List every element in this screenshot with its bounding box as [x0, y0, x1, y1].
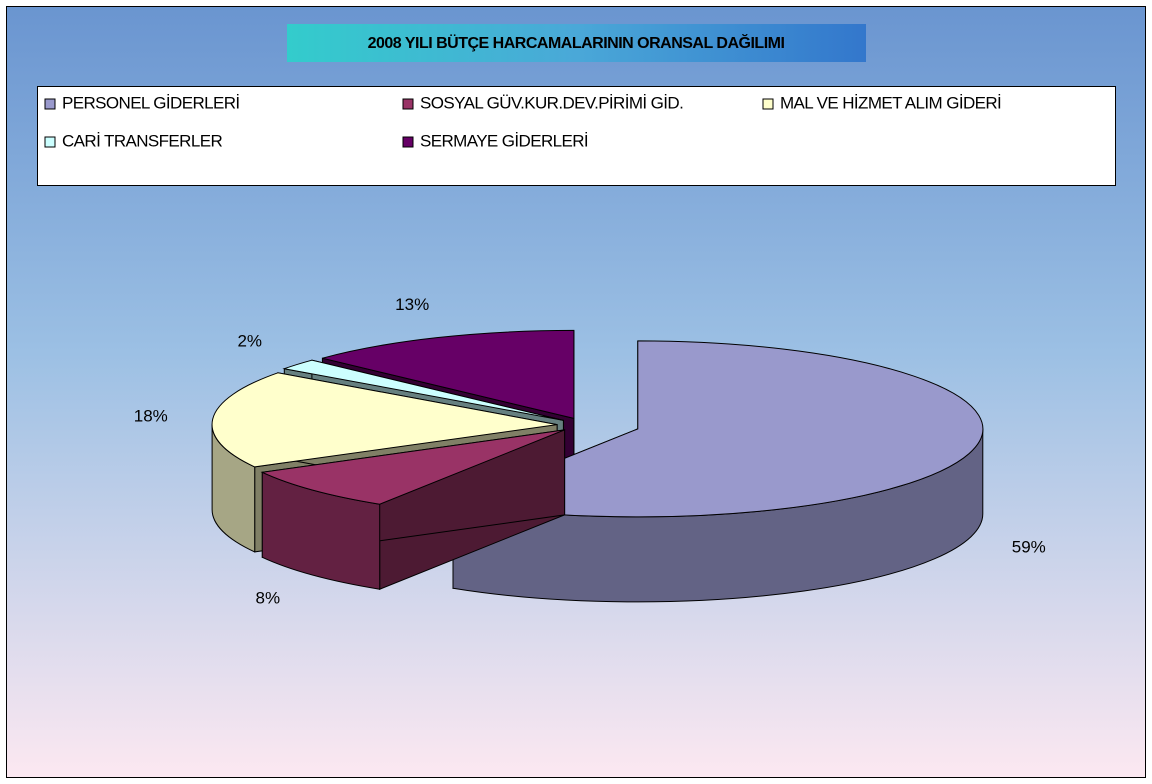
legend-swatch [44, 98, 56, 110]
legend-swatch [762, 98, 774, 110]
legend-label: CARİ TRANSFERLER [62, 131, 222, 150]
legend-swatch [402, 136, 414, 148]
data-label: 13% [395, 295, 429, 314]
slice [211, 372, 558, 468]
data-label: 18% [134, 406, 168, 425]
legend-label: SERMAYE GİDERLERİ [420, 131, 588, 150]
slice [451, 340, 984, 518]
slice [282, 359, 564, 421]
legend-label: MAL VE HİZMET ALIM GİDERİ [780, 93, 1001, 112]
data-label: 8% [256, 589, 281, 608]
legend-label: SOSYAL GÜV.KUR.DEV.PİRİMİ GİD. [420, 93, 683, 112]
chart-title: 2008 YILI BÜTÇE HARCAMALARININ ORANSAL D… [368, 33, 785, 52]
slice [322, 329, 575, 420]
legend-box [37, 86, 1116, 186]
title-box [287, 24, 866, 62]
legend-swatch [402, 98, 414, 110]
data-label: 59% [1012, 538, 1046, 557]
legend-swatch [44, 136, 56, 148]
data-label: 2% [237, 332, 262, 351]
slice [260, 429, 565, 505]
legend-label: PERSONEL GİDERLERİ [62, 93, 240, 112]
